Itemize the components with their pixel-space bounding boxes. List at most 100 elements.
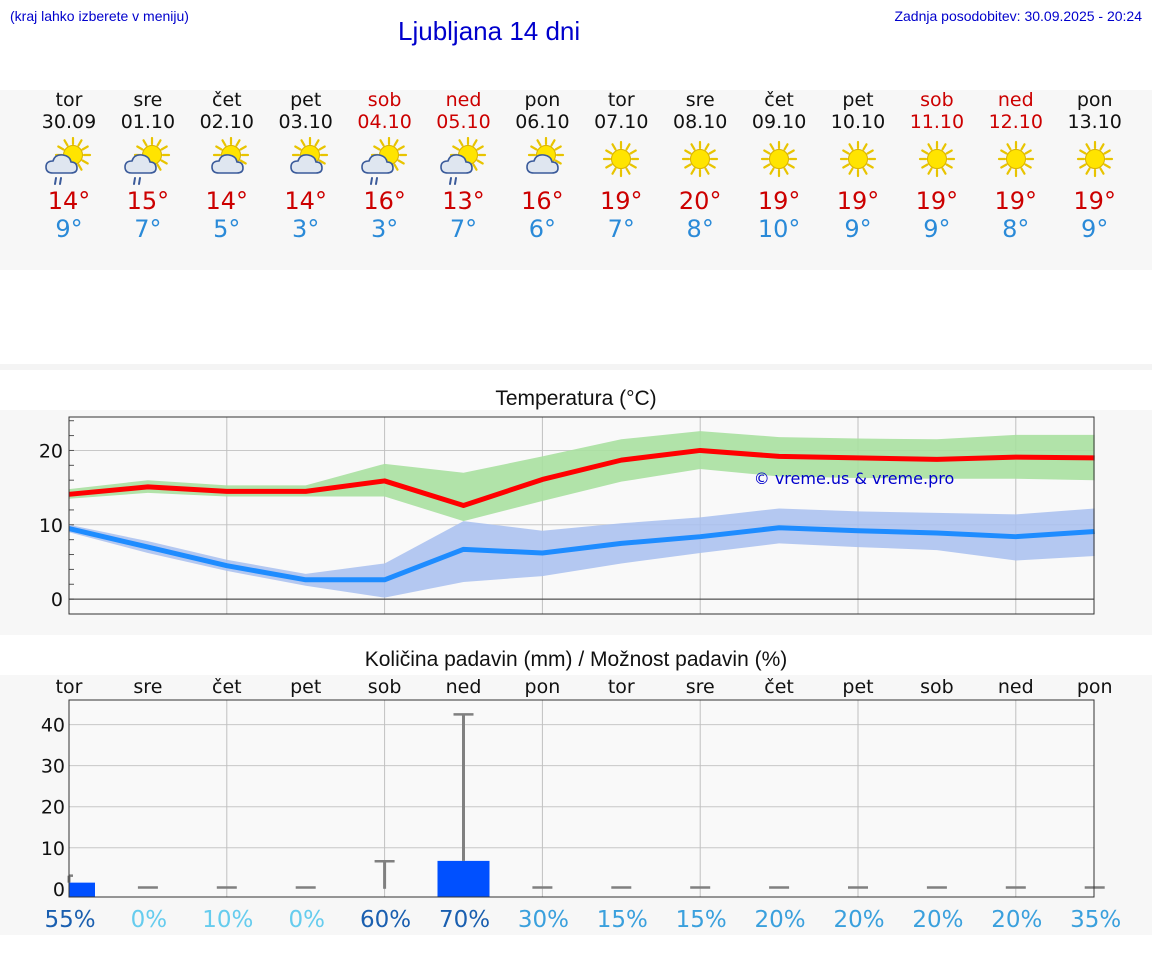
sun-cloud-icon bbox=[197, 136, 257, 187]
max-temperature: 19° bbox=[757, 187, 801, 215]
watermark-text: © vreme.us & vreme.pro bbox=[754, 469, 955, 488]
category-label: čet bbox=[212, 676, 242, 698]
day-column: tor 30.09 14° 9° bbox=[29, 89, 109, 243]
y-tick-label: 10 bbox=[39, 515, 63, 537]
day-date: 01.10 bbox=[120, 111, 176, 133]
day-name: sre bbox=[133, 89, 163, 111]
day-column: sob 11.10 19° 9° bbox=[897, 89, 977, 243]
day-name: pet bbox=[290, 89, 322, 111]
sun-disc bbox=[690, 149, 711, 169]
day-column: ned 05.10 13° 7° bbox=[424, 89, 504, 243]
max-temperature-line bbox=[68, 447, 1095, 508]
precipitation-probability: 30% bbox=[518, 907, 569, 933]
sun-cloud-rain-icon bbox=[434, 136, 494, 187]
precipitation-probability: 0% bbox=[288, 907, 325, 933]
cloud bbox=[360, 154, 394, 174]
max-temperature: 20° bbox=[678, 187, 722, 215]
day-name: čet bbox=[764, 89, 794, 111]
sun-icon bbox=[591, 137, 651, 187]
sun-rays bbox=[603, 140, 640, 178]
day-name: sob bbox=[920, 89, 954, 111]
min-temperature: 10° bbox=[757, 215, 801, 243]
day-column: sob 04.10 16° 3° bbox=[345, 89, 425, 243]
rain-drops bbox=[369, 177, 378, 185]
y-tick-label: 20 bbox=[39, 440, 63, 462]
category-label: tor bbox=[56, 676, 83, 698]
max-temperature: 19° bbox=[836, 187, 880, 215]
sun-disc bbox=[926, 149, 947, 169]
max-temperature: 16° bbox=[363, 187, 406, 215]
min-temperature-line bbox=[68, 525, 1095, 583]
divider bbox=[0, 364, 1152, 370]
last-updated: Zadnja posodobitev: 30.09.2025 - 20:24 bbox=[894, 8, 1142, 24]
rain-drops bbox=[54, 177, 62, 185]
day-column: čet 02.10 14° 5° bbox=[187, 89, 267, 243]
max-temperature: 14° bbox=[47, 187, 91, 215]
day-name: pon bbox=[524, 89, 561, 111]
category-label: ned bbox=[446, 676, 482, 698]
day-date: 06.10 bbox=[515, 111, 570, 133]
category-label: sre bbox=[133, 676, 162, 698]
precipitation-probability: 10% bbox=[202, 907, 253, 933]
max-temperature: 19° bbox=[600, 187, 643, 215]
max-temperature: 19° bbox=[915, 187, 959, 215]
precipitation-probability: 20% bbox=[755, 907, 806, 933]
sun-cloud-icon bbox=[276, 136, 336, 187]
temperature-chart-title: Temperatura (°C) bbox=[495, 387, 657, 410]
page-title: Ljubljana 14 dni bbox=[398, 16, 581, 46]
y-tick-label: 40 bbox=[41, 715, 65, 737]
min-temperature: 3° bbox=[292, 215, 320, 243]
category-label: čet bbox=[764, 676, 794, 698]
precipitation-probability: 35% bbox=[1070, 907, 1121, 933]
day-column: pon 06.10 16° 6° bbox=[502, 89, 582, 243]
plot-frame bbox=[68, 416, 1095, 615]
sun-icon bbox=[907, 137, 967, 187]
precipitation-probability: 20% bbox=[912, 907, 963, 933]
min-temperature: 8° bbox=[1002, 215, 1030, 243]
sun-rays bbox=[1076, 140, 1113, 178]
day-name: tor bbox=[55, 89, 83, 111]
sun-disc bbox=[1005, 149, 1026, 169]
day-column: pon 13.10 19° 9° bbox=[1055, 89, 1135, 243]
day-column: pet 10.10 19° 9° bbox=[818, 89, 898, 243]
min-temperature: 3° bbox=[370, 215, 399, 243]
category-label: pon bbox=[1077, 676, 1113, 698]
sun-rays bbox=[997, 140, 1034, 178]
y-tick-label: 0 bbox=[51, 589, 63, 611]
min-temperature: 9° bbox=[1081, 215, 1109, 243]
min-temperature: 7° bbox=[134, 215, 162, 243]
category-label: sob bbox=[920, 676, 954, 698]
sun-rays bbox=[918, 140, 955, 178]
day-date: 04.10 bbox=[357, 111, 412, 133]
cloud bbox=[526, 154, 560, 174]
day-date: 07.10 bbox=[594, 111, 649, 133]
min-temperature: 9° bbox=[923, 215, 951, 243]
day-name: sob bbox=[367, 89, 402, 111]
sun-rays bbox=[682, 140, 719, 178]
max-temperature: 14° bbox=[205, 187, 249, 215]
category-label: sre bbox=[686, 676, 715, 698]
day-date: 03.10 bbox=[278, 111, 333, 133]
day-date: 08.10 bbox=[672, 111, 728, 133]
sun-disc bbox=[769, 149, 790, 169]
precipitation-probability: 20% bbox=[991, 907, 1042, 933]
y-tick-label: 30 bbox=[41, 756, 65, 778]
precipitation-probability: 55% bbox=[44, 907, 95, 933]
category-label: pet bbox=[842, 676, 873, 698]
day-column: pet 03.10 14° 3° bbox=[266, 89, 346, 243]
sun-cloud-icon bbox=[512, 136, 572, 187]
day-column: sre 01.10 15° 7° bbox=[108, 89, 188, 243]
region-note[interactable]: (kraj lahko izberete v meniju) bbox=[10, 8, 189, 24]
day-date: 05.10 bbox=[436, 111, 491, 133]
day-name: pet bbox=[842, 89, 874, 111]
day-name: čet bbox=[212, 89, 242, 111]
category-label: sob bbox=[368, 676, 402, 698]
min-temperature: 7° bbox=[607, 215, 635, 243]
max-temperature: 14° bbox=[284, 187, 327, 215]
day-date: 10.10 bbox=[830, 111, 886, 133]
day-column: sre 08.10 20° 8° bbox=[660, 89, 740, 243]
min-temperature: 9° bbox=[844, 215, 872, 243]
y-tick-label: 0 bbox=[53, 879, 65, 901]
day-date: 30.09 bbox=[41, 111, 97, 133]
sun-icon bbox=[1065, 137, 1125, 187]
